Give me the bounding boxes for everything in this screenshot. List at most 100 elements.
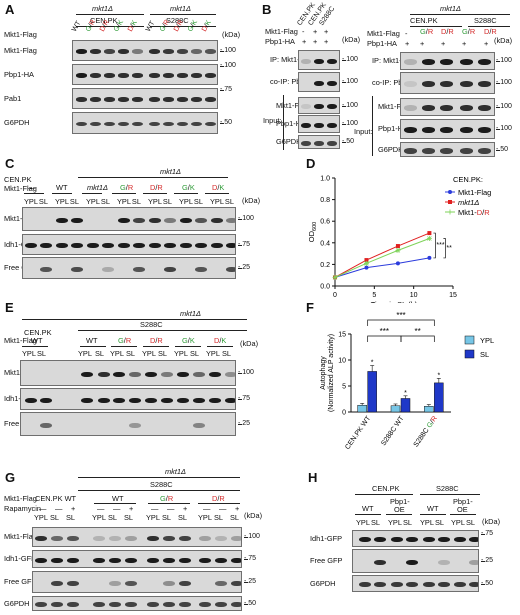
band <box>149 217 161 223</box>
band <box>125 557 137 563</box>
band <box>89 121 101 127</box>
band <box>89 73 101 78</box>
band <box>477 105 491 111</box>
band <box>39 243 52 248</box>
blot-label: Mkt1-Flag <box>276 100 309 110</box>
legend-label: Mkt1-D/R <box>458 208 490 217</box>
marker-tick <box>238 268 242 269</box>
band <box>51 602 63 607</box>
blot <box>32 550 242 568</box>
group-line <box>205 193 229 194</box>
lane-label: YPL <box>110 349 124 358</box>
band <box>113 397 125 403</box>
band <box>359 582 371 587</box>
group-line <box>148 503 190 504</box>
legend-label: SL <box>480 350 489 359</box>
mw-marker: - 75 <box>244 555 257 562</box>
group-line <box>78 330 247 331</box>
strain-label: CEN.PK <box>410 16 438 25</box>
band <box>191 121 203 127</box>
band <box>454 537 466 542</box>
lane-label: YPL <box>206 349 220 358</box>
y-tick-label: 0.6 <box>320 219 330 226</box>
y-tick-label: 0.2 <box>320 262 330 269</box>
band <box>180 243 192 248</box>
band <box>406 537 418 542</box>
series-line <box>334 232 430 278</box>
row-value: - <box>302 27 305 36</box>
band <box>129 422 141 428</box>
band <box>117 121 129 127</box>
panel-label-b: B <box>262 2 272 17</box>
band <box>39 266 52 272</box>
y-axis-label: (Normalized ALP activity) <box>328 334 335 412</box>
band <box>177 97 189 102</box>
group-line <box>420 514 446 515</box>
panel-label-h: H <box>308 470 318 485</box>
y-axis-label: OD600 <box>307 222 318 242</box>
input-bracket <box>372 96 373 156</box>
sig-bracket <box>367 335 402 342</box>
band <box>163 535 175 541</box>
band <box>215 557 227 563</box>
mw-marker: - 25 <box>481 557 494 564</box>
mw-marker: - 100 <box>342 78 358 85</box>
band <box>327 122 337 128</box>
band <box>179 535 191 541</box>
band <box>145 371 157 377</box>
band <box>211 243 223 248</box>
rapamycin-value: — <box>219 504 227 513</box>
blot-label: Mkt1-Flag <box>4 532 37 541</box>
band <box>129 371 141 377</box>
blot <box>400 72 495 94</box>
condition-label: OE <box>457 505 468 514</box>
band <box>423 582 435 587</box>
band <box>131 97 143 102</box>
band <box>70 243 83 248</box>
band <box>327 80 337 86</box>
strain-label: CEN.PK <box>372 484 400 493</box>
sig-bracket <box>367 319 435 326</box>
row-label: Pbp1-HA <box>265 37 295 46</box>
blot <box>400 142 495 157</box>
blot-label: co-IP: Pbp1-HA <box>270 77 322 86</box>
marker-tick <box>342 124 346 125</box>
kda-label: (kDa) <box>242 196 261 205</box>
band <box>103 97 115 102</box>
legend-label: Mkt1-Flag <box>458 188 491 197</box>
condition-label: CEN.PK WT <box>35 494 77 503</box>
band <box>438 582 450 587</box>
band <box>117 73 129 78</box>
band <box>231 557 241 563</box>
blot-label: Free GFP <box>310 556 343 565</box>
group-line <box>410 14 510 15</box>
group-line <box>52 193 72 194</box>
band <box>70 266 83 272</box>
lane-label: SL <box>224 197 234 206</box>
band <box>163 217 176 223</box>
band <box>149 243 161 248</box>
band <box>314 80 324 86</box>
group-line <box>22 319 247 320</box>
lane-label: SL <box>435 518 445 527</box>
mw-marker: - 100 <box>342 120 358 127</box>
rapamycin-value: + <box>129 504 134 513</box>
blot-label: Pbp1-HA <box>4 69 34 79</box>
band <box>93 557 105 563</box>
blot-label: Mkt1-Flag <box>4 45 37 55</box>
group-line <box>78 177 228 178</box>
rapamycin-value: — <box>167 504 175 513</box>
y-tick-label: 5 <box>342 384 346 391</box>
band <box>75 121 87 127</box>
data-point <box>332 274 338 280</box>
sig-label: *** <box>436 242 444 249</box>
condition-label: WT <box>31 336 43 345</box>
marker-tick <box>496 83 500 84</box>
band <box>406 582 418 587</box>
legend-swatch <box>464 335 475 345</box>
condition-label: D/K <box>214 336 227 345</box>
band <box>163 97 175 102</box>
band <box>421 59 435 65</box>
row-label-mkt1-flag: Mkt1-Flag <box>4 30 37 39</box>
mw-marker: - 25 <box>238 264 251 271</box>
